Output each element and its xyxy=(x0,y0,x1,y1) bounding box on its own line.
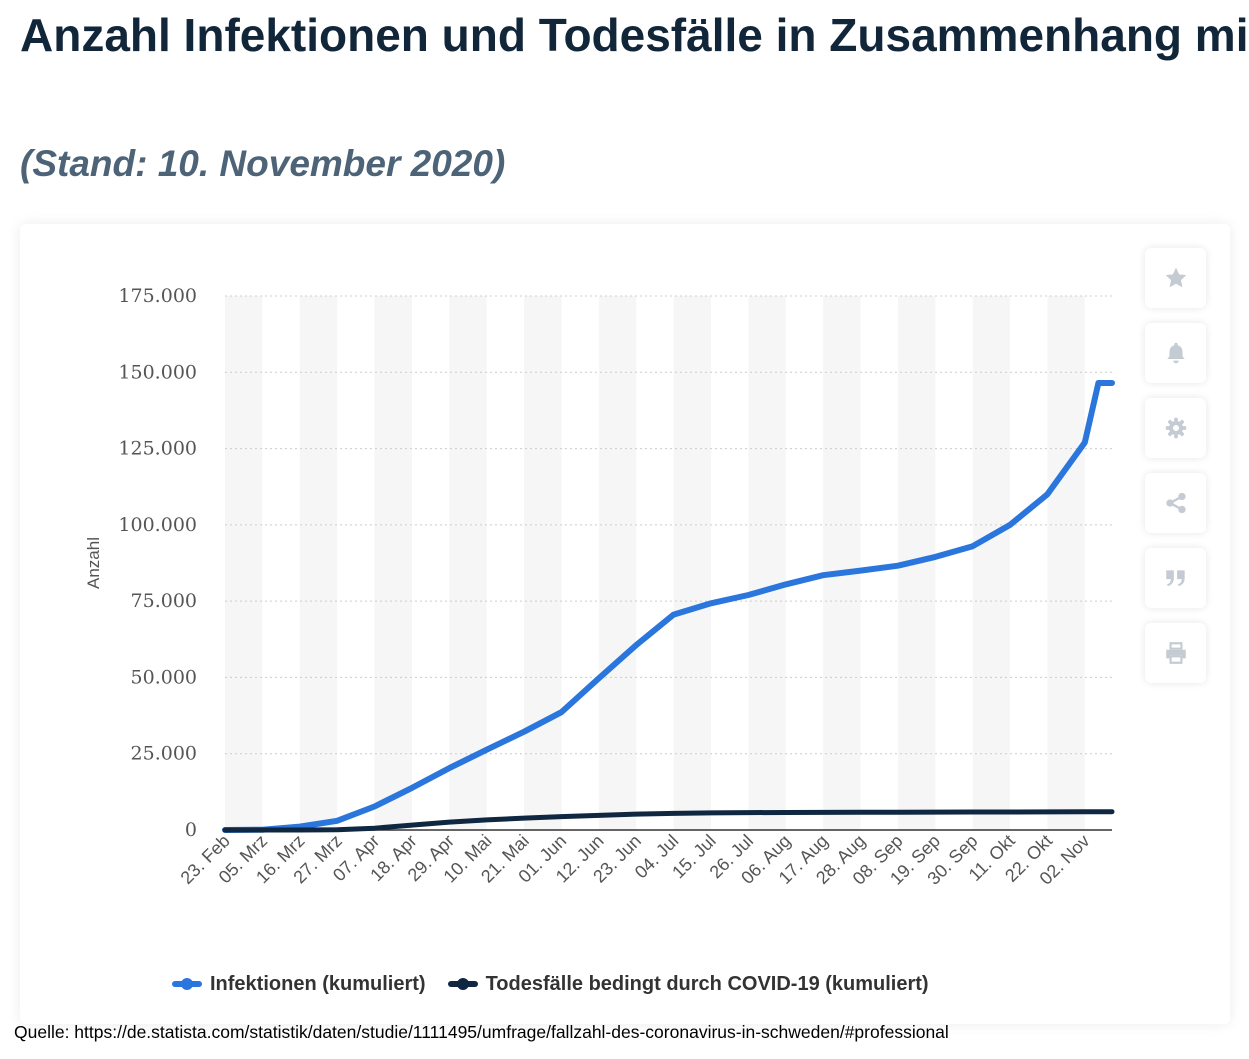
x-band xyxy=(598,296,637,830)
x-band xyxy=(225,296,263,830)
page-title: Anzahl Infektionen und Todesfälle in Zus… xyxy=(20,9,1249,61)
quote-icon xyxy=(1165,570,1185,587)
x-band xyxy=(299,296,338,830)
source-note: Quelle: https://de.statista.com/statisti… xyxy=(14,1022,949,1042)
favorite-button[interactable] xyxy=(1145,248,1206,308)
page-subtitle: (Stand: 10. November 2020) xyxy=(20,143,506,184)
bell-icon xyxy=(1166,342,1185,364)
y-tick-label: 25.000 xyxy=(131,743,197,765)
x-band xyxy=(748,296,786,830)
y-tick-label: 125.000 xyxy=(118,438,197,460)
chart-legend: Infektionen (kumuliert) Todesfälle bedin… xyxy=(172,970,951,998)
y-tick-label: 100.000 xyxy=(118,514,197,536)
legend-marker-deaths xyxy=(447,978,478,990)
share-button[interactable] xyxy=(1145,473,1206,533)
x-band xyxy=(823,296,861,830)
x-band xyxy=(972,296,1011,830)
x-band xyxy=(449,296,487,830)
legend-item-infections[interactable]: Infektionen (kumuliert) xyxy=(172,973,426,996)
y-axis-label: Anzahl xyxy=(84,537,103,589)
legend-label-infections: Infektionen (kumuliert) xyxy=(210,972,426,995)
gear-icon xyxy=(1165,417,1186,439)
share-icon xyxy=(1165,492,1186,514)
notification-button[interactable] xyxy=(1145,323,1206,383)
cite-button[interactable] xyxy=(1145,548,1206,608)
y-tick-label: 175.000 xyxy=(118,285,197,307)
x-band xyxy=(1047,296,1085,830)
y-tick-label: 50.000 xyxy=(131,666,197,688)
star-icon xyxy=(1165,267,1186,288)
y-tick-label: 150.000 xyxy=(118,361,197,383)
x-band xyxy=(524,296,562,830)
legend-label-deaths: Todesfälle bedingt durch COVID-19 (kumul… xyxy=(485,972,929,995)
chart-card: 0 25.000 50.000 75.000 100.000 125.000 150.000… xyxy=(20,224,1230,1024)
legend-marker-infections xyxy=(172,978,202,990)
x-band xyxy=(374,296,412,830)
series-line-infections xyxy=(222,380,1115,833)
chart-toolbar xyxy=(1145,248,1206,698)
y-tick-label: 0 xyxy=(185,819,197,841)
print-icon xyxy=(1165,642,1186,664)
x-band xyxy=(673,296,711,830)
print-button[interactable] xyxy=(1145,623,1206,683)
settings-button[interactable] xyxy=(1145,398,1206,458)
series-line-deaths xyxy=(222,809,1115,833)
y-tick-label: 75.000 xyxy=(131,590,197,612)
line-chart: 0 25.000 50.000 75.000 100.000 125.000 150.000… xyxy=(84,285,1115,889)
legend-item-deaths[interactable]: Todesfälle bedingt durch COVID-19 (kumul… xyxy=(447,972,929,996)
